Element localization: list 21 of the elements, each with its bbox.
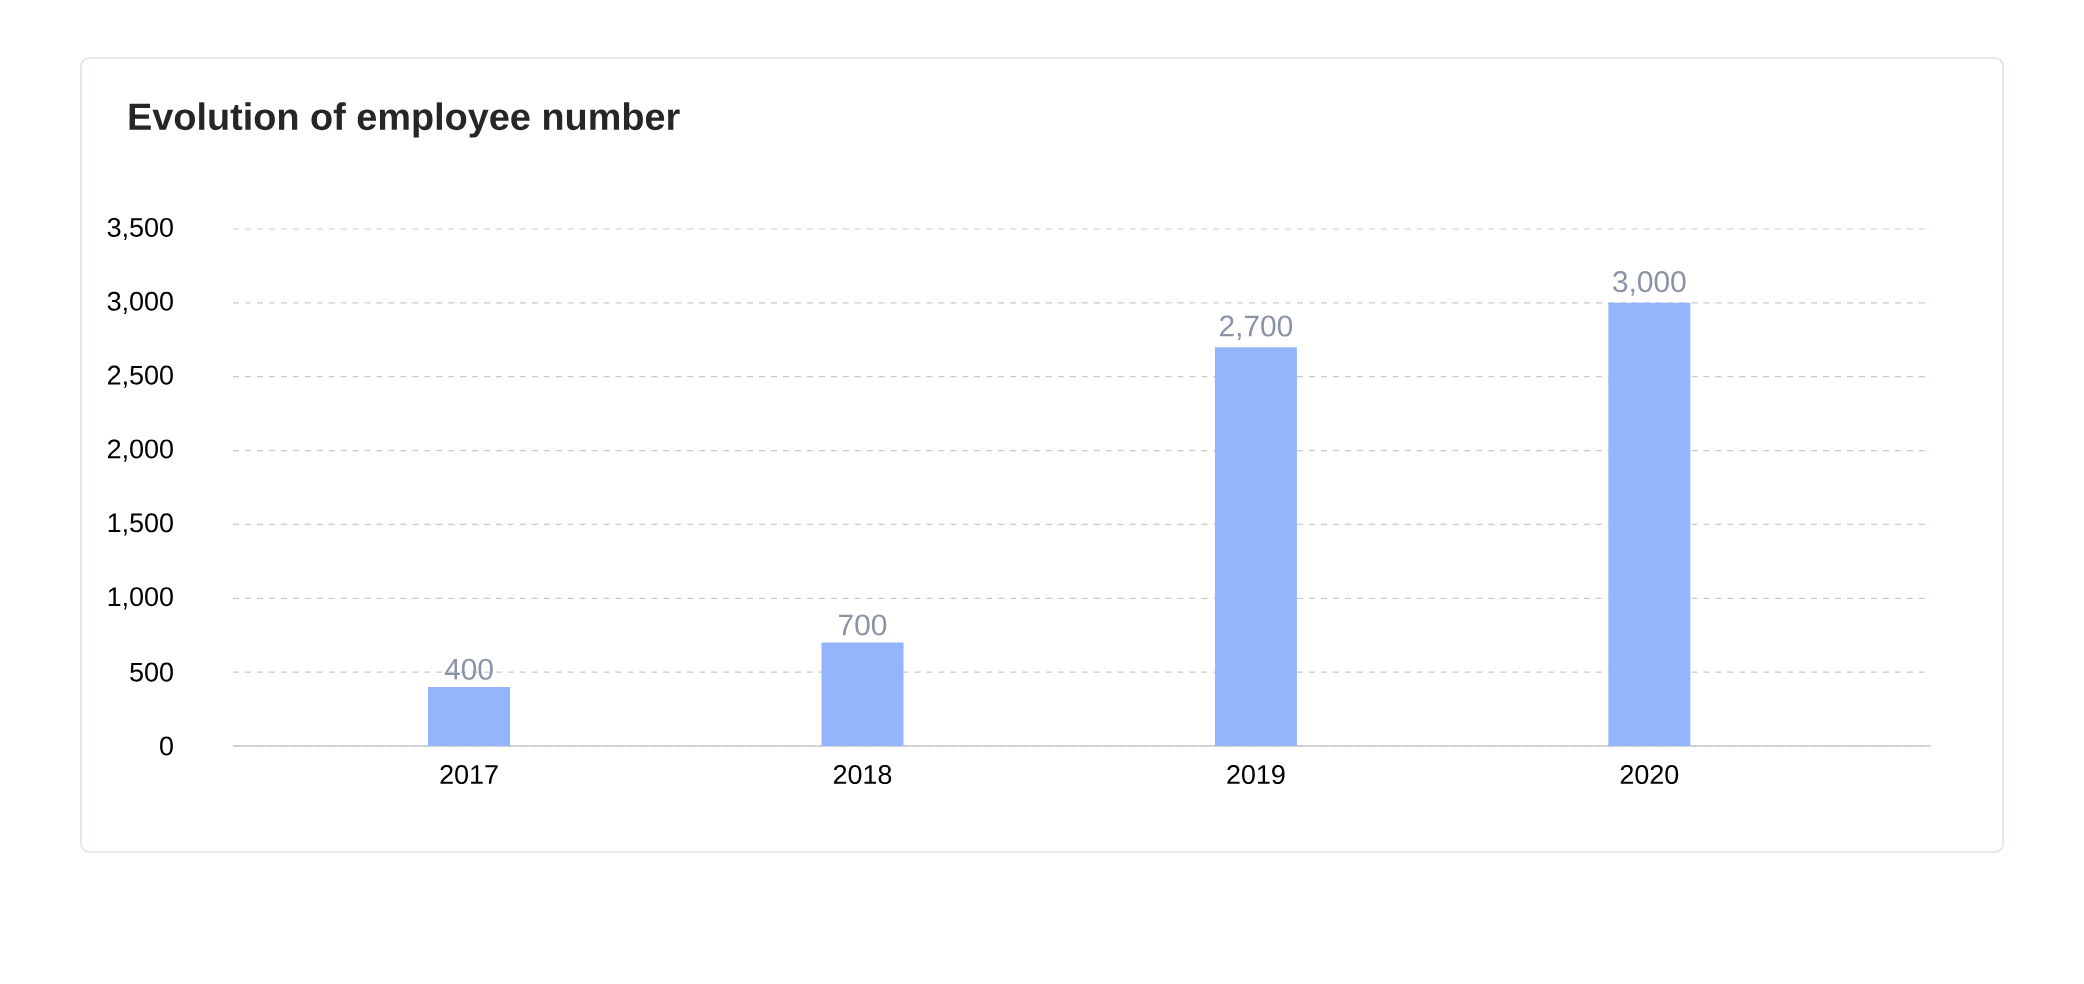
y-tick-label: 3,000 <box>107 291 173 314</box>
chart-title: Evolution of employee number <box>129 102 680 138</box>
x-tick-label: 2019 <box>1227 765 1285 785</box>
y-tick-label: 1,500 <box>108 513 173 536</box>
bar <box>428 686 511 746</box>
bar <box>1608 302 1691 746</box>
data-label: 400 <box>444 658 493 680</box>
y-tick-label: 0 <box>160 736 173 756</box>
bar <box>1214 347 1297 746</box>
x-tick-label: 2020 <box>1620 765 1679 785</box>
data-label: 2,700 <box>1220 315 1293 341</box>
y-tick-label: 2,000 <box>107 439 173 462</box>
y-tick-label: 2,500 <box>107 365 173 388</box>
y-tick-label: 1,000 <box>108 587 173 610</box>
x-tick-label: 2017 <box>440 765 498 785</box>
bar <box>821 642 904 746</box>
y-tick-label: 3,500 <box>107 217 173 241</box>
data-label: 3,000 <box>1613 271 1686 296</box>
y-tick-label: 500 <box>130 662 173 682</box>
data-label: 700 <box>839 614 887 636</box>
x-tick-label: 2018 <box>833 765 892 785</box>
